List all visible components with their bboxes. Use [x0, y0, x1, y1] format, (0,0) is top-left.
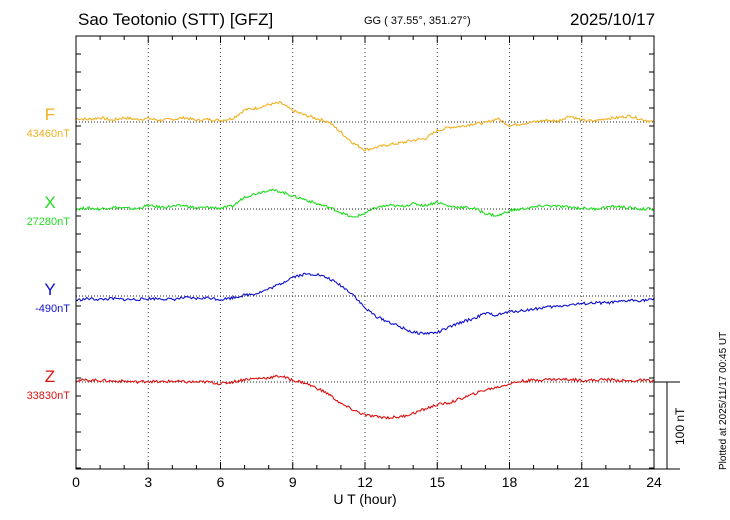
series-line-x — [75, 188, 655, 218]
scale-bar-label: 100 nT — [673, 407, 687, 445]
x-tick-label-24: 24 — [646, 474, 662, 490]
series-line-y — [75, 272, 655, 335]
grid-lines — [147, 36, 583, 469]
x-tick-label-3: 3 — [144, 474, 152, 490]
series-label-f: F — [44, 105, 56, 124]
baseline-label-f: 43460nT — [26, 128, 70, 140]
series-label-x: X — [44, 193, 56, 212]
series-line-z — [75, 374, 655, 420]
station-title: Sao Teotonio (STT) [GFZ] — [78, 10, 274, 29]
x-tick-label-9: 9 — [289, 474, 297, 490]
x-tick-label-18: 18 — [502, 474, 518, 490]
chart-date: 2025/10/17 — [570, 10, 656, 29]
x-tick-label-6: 6 — [217, 474, 225, 490]
baseline-label-y: -490nT — [35, 303, 70, 315]
x-tick-labels: 0 3 6 9 12 15 18 21 24 — [72, 474, 662, 490]
baseline-label-z: 33830nT — [26, 390, 70, 402]
series-traces — [75, 101, 655, 420]
x-axis-label: U T (hour) — [333, 491, 396, 507]
baseline-label-x: 27280nT — [26, 216, 70, 228]
coordinates: GG ( 37.55°, 351.27°) — [364, 15, 471, 27]
series-label-y: Y — [44, 280, 56, 299]
x-tick-label-12: 12 — [357, 474, 373, 490]
scale-bar: 100 nT — [654, 381, 687, 470]
series-line-f — [75, 101, 655, 152]
x-tick-label-21: 21 — [574, 474, 590, 490]
series-label-z: Z — [44, 367, 56, 386]
plotted-note: Plotted at 2025/11/17 00:45 UT — [718, 331, 729, 470]
x-tick-label-0: 0 — [72, 474, 80, 490]
x-tick-label-15: 15 — [429, 474, 445, 490]
axis-ticks — [75, 36, 655, 469]
baselines — [76, 121, 654, 383]
